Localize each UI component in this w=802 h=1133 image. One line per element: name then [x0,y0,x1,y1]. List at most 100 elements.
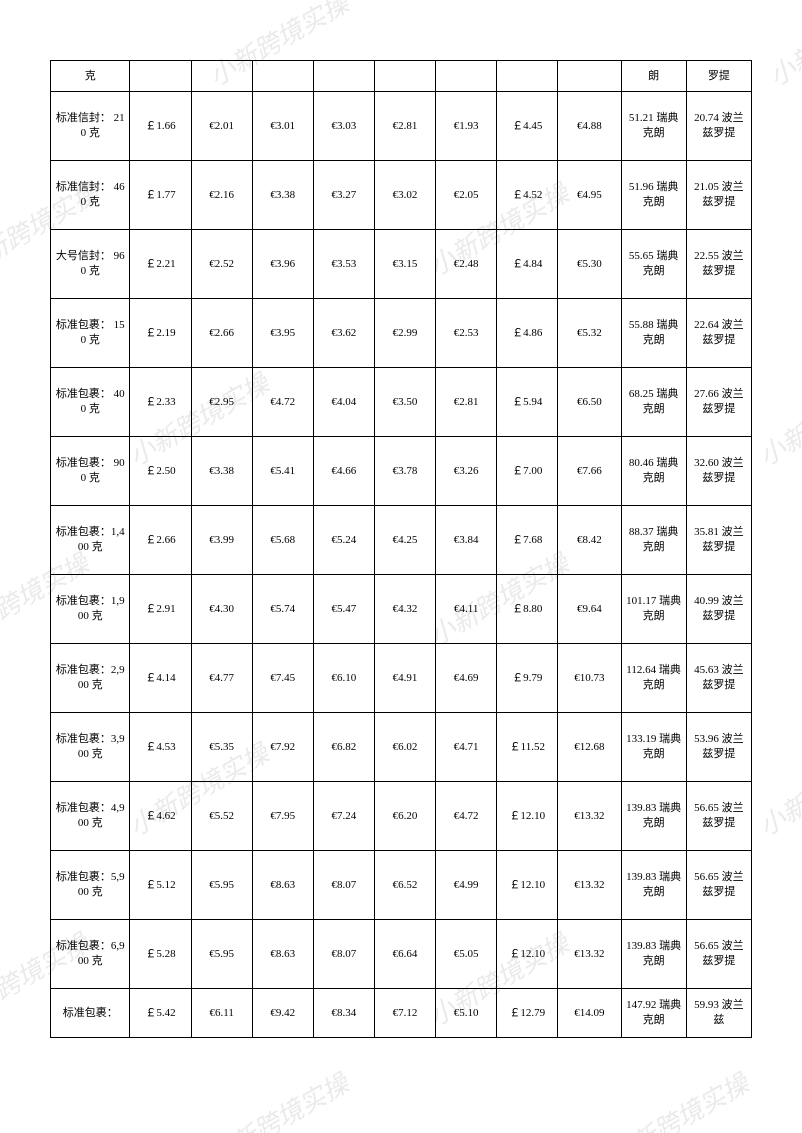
header-cell: 克 [51,61,130,92]
price-cell: €3.62 [313,299,374,368]
price-cell: €6.82 [313,713,374,782]
row-label-cell: 标准包裹：3,900 克 [51,713,130,782]
price-cell: €2.05 [436,161,497,230]
price-cell: €3.50 [374,368,435,437]
price-cell: ￡11.52 [497,713,558,782]
row-label-cell: 标准包裹： 900 克 [51,437,130,506]
price-cell: €14.09 [558,989,621,1038]
header-cell [130,61,191,92]
price-cell: €2.52 [191,230,252,299]
price-cell: €3.15 [374,230,435,299]
price-cell: 35.81 波兰兹罗提 [686,506,751,575]
price-cell: €3.26 [436,437,497,506]
price-cell: €3.95 [252,299,313,368]
watermark-text: 小新跨境实操 [201,1063,355,1133]
price-cell: 133.19 瑞典克朗 [621,713,686,782]
table-header-row: 克 朗 罗提 [51,61,752,92]
price-cell: €7.24 [313,782,374,851]
price-cell: €6.64 [374,920,435,989]
price-cell: 80.46 瑞典克朗 [621,437,686,506]
price-cell: ￡12.10 [497,782,558,851]
price-cell: 56.65 波兰兹罗提 [686,851,751,920]
price-cell: €6.11 [191,989,252,1038]
price-cell: €4.25 [374,506,435,575]
price-cell: €4.77 [191,644,252,713]
price-cell: €6.52 [374,851,435,920]
price-cell: €10.73 [558,644,621,713]
watermark-text: 小新跨境实操 [751,733,802,843]
price-cell: €3.84 [436,506,497,575]
price-cell: €4.32 [374,575,435,644]
pricing-table: 克 朗 罗提 标准信封： 210 克￡1.66€2.01€3.01€3.03€2… [50,60,752,1038]
header-cell [313,61,374,92]
price-cell: ￡1.77 [130,161,191,230]
price-cell: €4.99 [436,851,497,920]
price-cell: 22.64 波兰兹罗提 [686,299,751,368]
price-cell: ￡2.66 [130,506,191,575]
table-row: 标准包裹： 150 克￡2.19€2.66€3.95€3.62€2.99€2.5… [51,299,752,368]
price-cell: €5.32 [558,299,621,368]
price-cell: €4.72 [436,782,497,851]
row-label-cell: 标准包裹： 150 克 [51,299,130,368]
price-cell: 56.65 波兰兹罗提 [686,782,751,851]
table-row: 标准包裹：1,400 克￡2.66€3.99€5.68€5.24€4.25€3.… [51,506,752,575]
price-cell: ￡12.10 [497,920,558,989]
header-cell [191,61,252,92]
table-row: 标准包裹：1,900 克￡2.91€4.30€5.74€5.47€4.32€4.… [51,575,752,644]
price-cell: 40.99 波兰兹罗提 [686,575,751,644]
table-row: 标准包裹：6,900 克￡5.28€5.95€8.63€8.07€6.64€5.… [51,920,752,989]
price-cell: 51.96 瑞典克朗 [621,161,686,230]
price-cell: €13.32 [558,851,621,920]
header-cell [497,61,558,92]
price-cell: €3.38 [191,437,252,506]
watermark-text: 小新跨境实操 [761,0,802,94]
header-cell: 朗 [621,61,686,92]
price-cell: 21.05 波兰兹罗提 [686,161,751,230]
price-cell: €2.48 [436,230,497,299]
price-cell: 56.65 波兰兹罗提 [686,920,751,989]
table-row: 标准信封： 210 克￡1.66€2.01€3.01€3.03€2.81€1.9… [51,92,752,161]
document-page: 小新跨境实操小新跨境实操小新跨境实操小新跨境实操小新跨境实操小新跨境实操小新跨境… [0,0,802,1133]
price-cell: €6.50 [558,368,621,437]
price-cell: €8.07 [313,851,374,920]
price-cell: ￡2.21 [130,230,191,299]
price-cell: ￡4.14 [130,644,191,713]
price-cell: €3.38 [252,161,313,230]
table-row: 标准包裹：4,900 克￡4.62€5.52€7.95€7.24€6.20€4.… [51,782,752,851]
price-cell: €3.27 [313,161,374,230]
price-cell: €2.66 [191,299,252,368]
price-cell: ￡2.91 [130,575,191,644]
price-cell: ￡4.45 [497,92,558,161]
price-cell: 55.88 瑞典克朗 [621,299,686,368]
price-cell: €5.35 [191,713,252,782]
price-cell: €2.99 [374,299,435,368]
price-cell: 51.21 瑞典克朗 [621,92,686,161]
price-cell: €2.95 [191,368,252,437]
price-cell: €9.64 [558,575,621,644]
row-label-cell: 标准包裹：6,900 克 [51,920,130,989]
price-cell: €2.16 [191,161,252,230]
price-cell: 139.83 瑞典克朗 [621,920,686,989]
header-cell [436,61,497,92]
price-cell: 68.25 瑞典克朗 [621,368,686,437]
price-cell: ￡4.62 [130,782,191,851]
price-cell: 55.65 瑞典克朗 [621,230,686,299]
table-row: 标准信封： 460 克￡1.77€2.16€3.38€3.27€3.02€2.0… [51,161,752,230]
price-cell: ￡4.84 [497,230,558,299]
price-cell: 27.66 波兰兹罗提 [686,368,751,437]
price-cell: €8.63 [252,920,313,989]
price-cell: €3.02 [374,161,435,230]
price-cell: €5.05 [436,920,497,989]
table-row: 标准包裹： 400 克￡2.33€2.95€4.72€4.04€3.50€2.8… [51,368,752,437]
price-cell: ￡1.66 [130,92,191,161]
price-cell: €8.07 [313,920,374,989]
price-cell: €4.30 [191,575,252,644]
price-cell: ￡12.10 [497,851,558,920]
price-cell: €9.42 [252,989,313,1038]
price-cell: 22.55 波兰兹罗提 [686,230,751,299]
price-cell: 112.64 瑞典克朗 [621,644,686,713]
price-cell: €5.95 [191,851,252,920]
price-cell: €3.03 [313,92,374,161]
price-cell: ￡5.94 [497,368,558,437]
price-cell: €5.10 [436,989,497,1038]
